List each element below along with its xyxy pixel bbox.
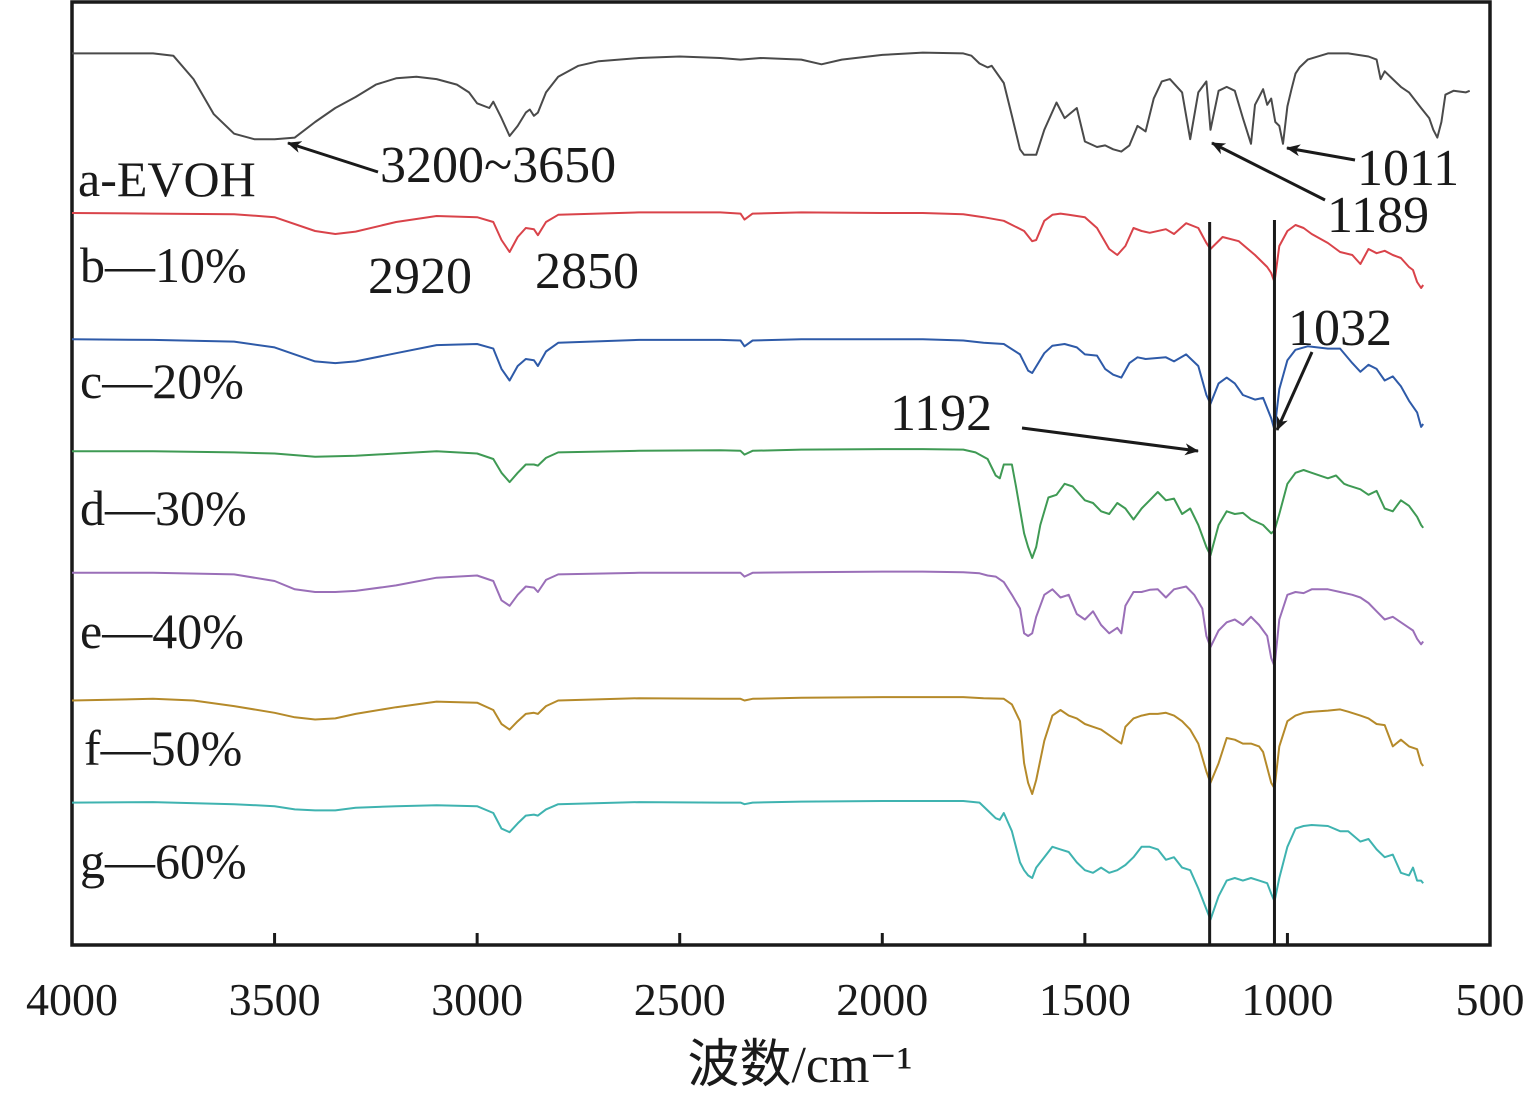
spectrum-b	[71, 211, 1425, 289]
x-tick-label-1000: 1000	[1241, 974, 1333, 1025]
annotation-1189: 1189	[1327, 187, 1429, 244]
annotation-2920: 2920	[368, 248, 472, 305]
x-tick-label-500: 500	[1456, 974, 1525, 1025]
annotation-1011: 1011	[1357, 140, 1459, 197]
x-tick-label-4000: 4000	[26, 974, 118, 1025]
annotation-1192: 1192	[890, 385, 992, 442]
x-tick-label-3000: 3000	[431, 974, 523, 1025]
spectrum-a	[72, 51, 1471, 156]
plot-frame	[70, 0, 1492, 947]
curve-label-c: c—20%	[80, 353, 244, 409]
curve-label-e: e—40%	[80, 603, 244, 659]
annotation-3200-3650: 3200~3650	[380, 137, 616, 194]
x-tick-label-1500: 1500	[1039, 974, 1131, 1025]
annotation-arrow-3200-3650	[287, 141, 379, 174]
spectrum-e	[72, 570, 1424, 668]
spectrum-c	[71, 338, 1425, 431]
annotation-arrow-1189	[1211, 141, 1326, 202]
x-axis-title: 波数/cm⁻¹	[687, 1037, 912, 1094]
annotation-arrow-1192	[1021, 426, 1199, 456]
curve-label-a: a-EVOH	[78, 151, 256, 207]
x-tick-label-3500: 3500	[229, 974, 321, 1025]
x-tick-label-2500: 2500	[634, 974, 726, 1025]
x-tick-label-2000: 2000	[836, 974, 928, 1025]
annotation-1032: 1032	[1288, 300, 1392, 357]
spectrum-g	[71, 800, 1424, 921]
annotation-arrow-1011	[1286, 144, 1356, 162]
curve-label-g: g—60%	[80, 833, 247, 889]
curve-label-f: f—50%	[84, 720, 242, 776]
spectrum-f	[71, 696, 1424, 795]
annotation-arrow-1032	[1275, 351, 1314, 431]
curve-label-d: d—30%	[80, 480, 247, 536]
reference-lines	[1208, 220, 1276, 945]
curve-label-b: b—10%	[80, 237, 247, 293]
spectrum-d	[72, 448, 1424, 559]
annotation-2850: 2850	[535, 243, 639, 300]
curve-labels: a-EVOH b—10% c—20% d—30% e—40% f—50% g—6…	[78, 151, 256, 889]
spectra-group	[71, 51, 1471, 921]
annotations: 3200~3650 2920 2850 1011 1189 1192 1032	[287, 137, 1459, 456]
x-axis-ticks: 4000 3500 3000 2500 2000 1500 1000 500	[26, 933, 1525, 1025]
